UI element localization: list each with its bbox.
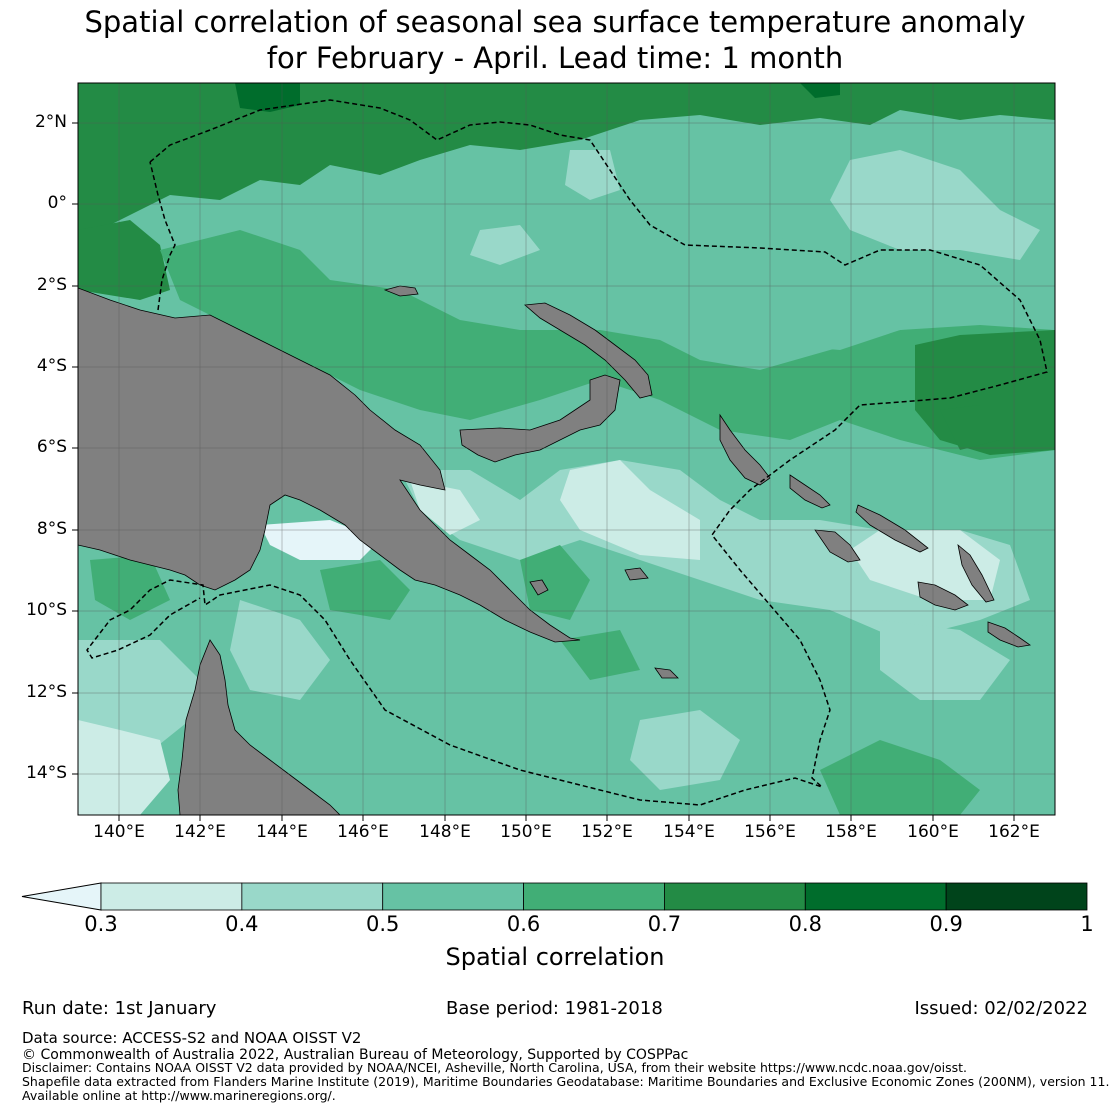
patch-0.5-0.6-central bbox=[310, 150, 1055, 350]
patch-0.3-0.4-southwest bbox=[78, 720, 170, 815]
lon-label-150e: 150°E bbox=[500, 822, 552, 842]
title-line-1: Spatial correlation of seasonal sea surf… bbox=[84, 5, 1026, 39]
colorbar-tick-label: 0.5 bbox=[366, 912, 400, 936]
colorbar-segment bbox=[804, 882, 947, 911]
title-line-2: for February - April. Lead time: 1 month bbox=[266, 41, 844, 75]
graticule bbox=[78, 83, 1055, 815]
lon-label-144e: 144°E bbox=[256, 822, 308, 842]
map-content bbox=[78, 83, 1055, 815]
colorbar-tick-label: 0.7 bbox=[647, 912, 682, 936]
new-guinea-land bbox=[78, 287, 581, 643]
lon-label-162e: 162°E bbox=[988, 822, 1040, 842]
trobriand-land bbox=[529, 567, 649, 596]
patch-0.4-0.5-south bbox=[400, 460, 1030, 640]
new-ireland-land bbox=[524, 302, 653, 399]
lon-label-148e: 148°E bbox=[419, 822, 471, 842]
lat-label-12s: 12°S bbox=[26, 682, 67, 702]
colorbar-segment bbox=[523, 882, 665, 911]
new-britain-land bbox=[459, 374, 621, 463]
colorbar-tick-label: 0.8 bbox=[788, 912, 822, 936]
manus-land bbox=[383, 285, 419, 297]
patch-0.7-0.8-north bbox=[78, 83, 1055, 240]
lat-label-8s: 8°S bbox=[36, 519, 67, 539]
lat-label-14s: 14°S bbox=[26, 763, 67, 783]
chart-title: Spatial correlation of seasonal sea surf… bbox=[0, 4, 1110, 76]
shapefile-text: Shapefile data extracted from Flanders M… bbox=[22, 1074, 1110, 1089]
makira-land bbox=[987, 621, 1032, 648]
santa-isabel-land bbox=[855, 504, 929, 553]
copyright-text: © Commonwealth of Australia 2022, Austra… bbox=[22, 1047, 689, 1063]
new-georgia-land bbox=[814, 529, 861, 563]
colorbar-segment bbox=[241, 882, 384, 911]
lon-label-140e: 140°E bbox=[93, 822, 145, 842]
lat-label-6s: 6°S bbox=[36, 437, 67, 457]
colorbar-segment bbox=[664, 882, 806, 911]
colorbar-tick-label: 1 bbox=[1080, 912, 1094, 936]
colorbar-segment bbox=[945, 882, 1088, 911]
colorbar-segment bbox=[100, 882, 243, 911]
lon-label-152e: 152°E bbox=[581, 822, 633, 842]
patch-0.8-0.9-north bbox=[235, 83, 840, 112]
colorbar-label: Spatial correlation bbox=[445, 943, 665, 971]
guadalcanal-land bbox=[917, 581, 969, 611]
patch-0.4-0.5-northeast bbox=[830, 150, 1040, 260]
colorbar-tick-label: 0.9 bbox=[929, 912, 963, 936]
eez-boundary bbox=[86, 99, 1048, 806]
lat-label-2s: 2°S bbox=[36, 275, 67, 295]
lat-label-4s: 4°S bbox=[36, 356, 67, 376]
base-period: Base period: 1981-2018 bbox=[446, 998, 663, 1019]
colorbar-extend-triangle bbox=[21, 882, 102, 911]
cape-york-land bbox=[177, 639, 341, 815]
map-frame bbox=[77, 82, 1056, 816]
choiseul-land bbox=[789, 474, 831, 509]
patch-0.7-0.8-east-small bbox=[940, 405, 1000, 450]
colorbar-segment bbox=[382, 882, 524, 911]
lon-label-146e: 146°E bbox=[337, 822, 389, 842]
colorbar-tick-label: 0.4 bbox=[225, 912, 259, 936]
bougainville-land bbox=[719, 413, 771, 486]
patch-0.6-0.7-south-west bbox=[90, 555, 410, 620]
axis-ticks bbox=[72, 122, 1015, 821]
lon-label-160e: 160°E bbox=[907, 822, 959, 842]
malaita-land bbox=[957, 543, 995, 603]
patch-0.7-0.8-westcoast bbox=[78, 220, 170, 300]
run-date: Run date: 1st January bbox=[22, 998, 217, 1019]
lat-label-0: 0° bbox=[47, 193, 67, 213]
colorbar-tick-label: 0.3 bbox=[84, 912, 118, 936]
data-source: Data source: ACCESS-S2 and NOAA OISST V2 bbox=[22, 1029, 362, 1047]
colorbar-tick-label: 0.6 bbox=[506, 912, 541, 936]
lat-label-10s: 10°S bbox=[26, 600, 67, 620]
lon-label-154e: 154°E bbox=[663, 822, 715, 842]
correlation-field bbox=[78, 83, 1055, 815]
lon-label-158e: 158°E bbox=[825, 822, 877, 842]
lon-label-156e: 156°E bbox=[744, 822, 796, 842]
disclaimer-text: Disclaimer: Contains NOAA OISST V2 data … bbox=[22, 1060, 967, 1075]
lon-label-142e: 142°E bbox=[174, 822, 226, 842]
patch-0.4-0.5-north-small bbox=[470, 150, 620, 265]
issued-date: Issued: 02/02/2022 bbox=[914, 998, 1088, 1019]
available-text: Available online at http://www.marinereg… bbox=[22, 1088, 336, 1103]
louisiade-land bbox=[654, 667, 679, 679]
patch-0.6-0.7-png-south bbox=[520, 545, 590, 620]
patch-0.6-0.7-south-east bbox=[560, 630, 980, 815]
lat-label-2n: 2°N bbox=[34, 112, 67, 132]
